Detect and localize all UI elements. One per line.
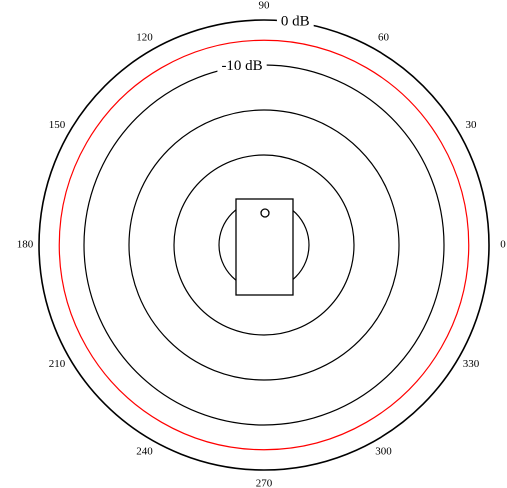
ring — [173, 154, 355, 336]
labels: 0 dB -10 dB 0 30 60 90 120 150 180 210 240 270 300 33… — [17, 0, 507, 488]
traces — [58, 39, 470, 451]
angle-label: 240 — [136, 446, 153, 458]
response-trace — [58, 39, 470, 451]
ring-label: -10 dB — [221, 58, 262, 74]
angle-label: 30 — [465, 119, 477, 131]
angle-label: 270 — [256, 478, 273, 488]
angle-label: 90 — [259, 0, 271, 12]
angle-label: 210 — [49, 358, 66, 370]
ring-label-bg — [276, 11, 314, 32]
angle-label: 60 — [378, 32, 390, 44]
angle-label: 330 — [463, 358, 480, 370]
ring — [128, 109, 400, 381]
ring — [38, 19, 490, 471]
angle-label: 120 — [136, 32, 153, 44]
angle-label: 180 — [17, 239, 34, 251]
ring-label-bg — [217, 55, 267, 76]
angle-label: 300 — [375, 446, 392, 458]
ring-label: 0 dB — [281, 14, 310, 30]
device-port — [260, 208, 270, 218]
angle-label: 150 — [49, 119, 66, 131]
device-body — [235, 198, 294, 296]
device-icon — [235, 198, 294, 296]
angle-label: 0 — [500, 239, 506, 251]
